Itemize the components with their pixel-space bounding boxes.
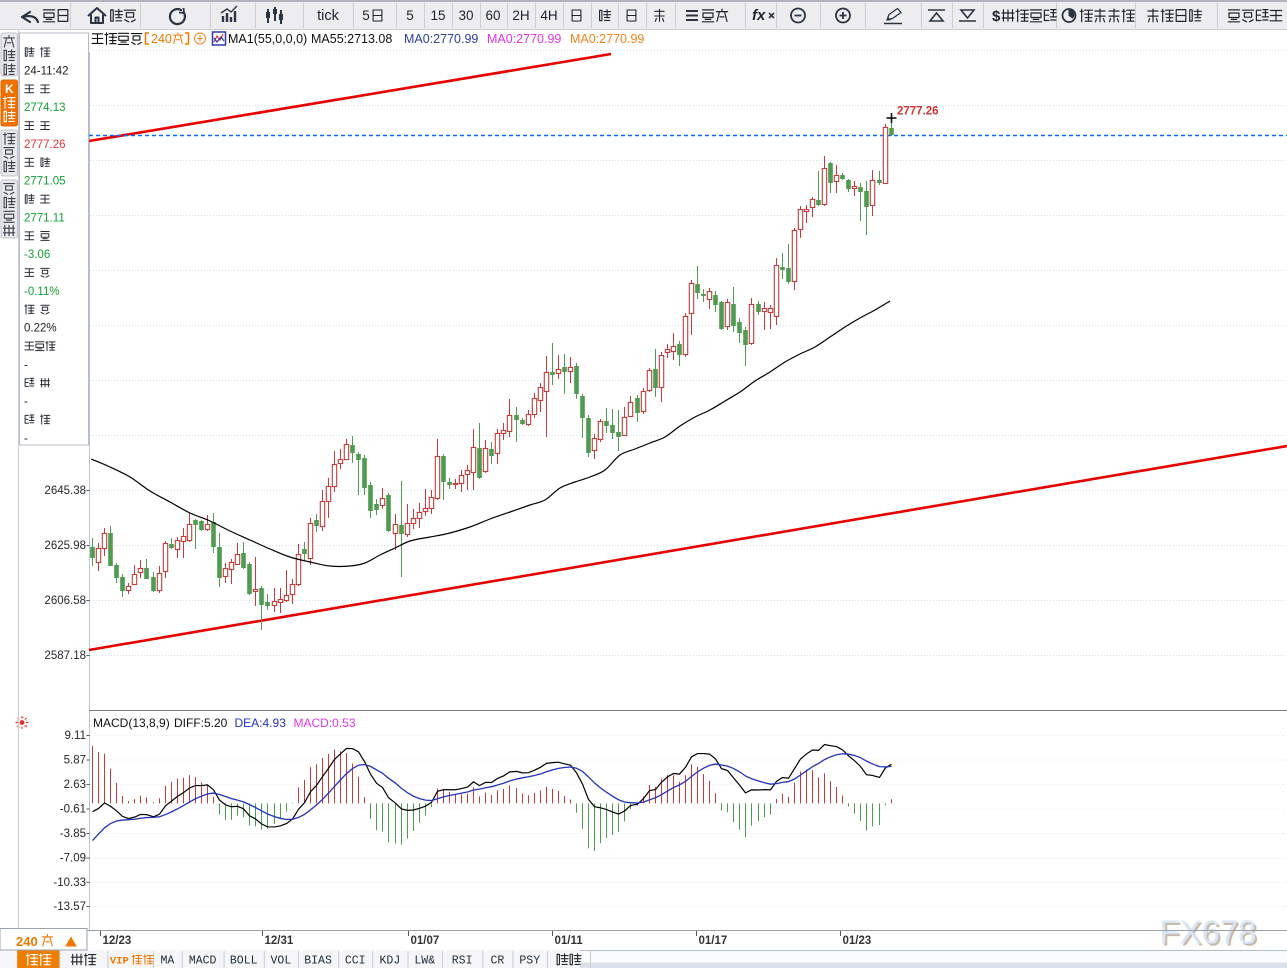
svg-text:CR: CR	[490, 955, 504, 968]
svg-text:MA: MA	[160, 955, 174, 968]
svg-text:FX678: FX678	[1162, 916, 1259, 953]
svg-text:-10.33: -10.33	[53, 877, 86, 889]
svg-text:MA1(55,0,0,0): MA1(55,0,0,0)	[228, 32, 307, 46]
svg-text:0.22%: 0.22%	[24, 323, 57, 335]
svg-text:01/11: 01/11	[555, 935, 584, 947]
svg-text:-3.85: -3.85	[60, 828, 86, 840]
svg-text:5: 5	[362, 8, 370, 23]
svg-text:2645.38: 2645.38	[44, 485, 86, 497]
svg-text:BOLL: BOLL	[230, 955, 258, 968]
svg-text:-: -	[24, 396, 28, 408]
svg-text:4H: 4H	[540, 8, 557, 23]
svg-text:MA0:2770.99: MA0:2770.99	[570, 32, 644, 46]
svg-text:MACD:0.53: MACD:0.53	[294, 716, 356, 730]
svg-text:LW&: LW&	[414, 955, 435, 968]
svg-text:2771.11: 2771.11	[24, 212, 65, 224]
svg-text:2587.18: 2587.18	[44, 650, 86, 662]
svg-text:MACD(13,8,9): MACD(13,8,9)	[93, 716, 170, 730]
svg-text:2771.05: 2771.05	[24, 176, 66, 188]
svg-text:12/31: 12/31	[265, 935, 294, 947]
svg-text:01/23: 01/23	[843, 935, 872, 947]
svg-text:30: 30	[458, 8, 473, 23]
svg-text:2.63: 2.63	[64, 779, 86, 791]
svg-text:CCI: CCI	[345, 955, 366, 968]
svg-text:MA55:2713.08: MA55:2713.08	[311, 32, 392, 46]
svg-text:tick: tick	[317, 8, 340, 24]
svg-text:$: $	[992, 8, 1001, 25]
svg-text:-0.11%: -0.11%	[24, 286, 60, 298]
svg-text:K: K	[5, 82, 14, 96]
svg-text:-13.57: -13.57	[53, 901, 86, 913]
svg-text:MA0:2770.99: MA0:2770.99	[487, 32, 561, 46]
svg-text:2H: 2H	[512, 8, 529, 23]
svg-text:DIFF:5.20: DIFF:5.20	[174, 716, 228, 730]
svg-text:-0.61: -0.61	[60, 804, 86, 816]
svg-text:-: -	[24, 433, 28, 445]
svg-text:15: 15	[430, 8, 445, 23]
svg-text:60: 60	[485, 8, 500, 23]
svg-text:fx: fx	[752, 7, 766, 24]
svg-text:5: 5	[406, 8, 414, 23]
svg-text:01/17: 01/17	[699, 935, 728, 947]
svg-text:01/07: 01/07	[411, 935, 440, 947]
svg-text:240: 240	[151, 32, 172, 46]
svg-text:MACD: MACD	[189, 955, 217, 968]
svg-text:9.11: 9.11	[64, 730, 86, 742]
svg-text:-3.06: -3.06	[24, 249, 50, 261]
svg-text:BIAS: BIAS	[304, 955, 332, 968]
svg-text:-: -	[24, 359, 28, 371]
svg-text:2606.58: 2606.58	[44, 595, 86, 607]
svg-text:DEA:4.93: DEA:4.93	[235, 716, 287, 730]
svg-text:FX678: FX678	[1160, 914, 1257, 951]
svg-text:VIP: VIP	[110, 956, 129, 968]
svg-text:VOL: VOL	[271, 955, 292, 968]
svg-text:2777.26: 2777.26	[24, 139, 66, 151]
svg-text:KDJ: KDJ	[380, 955, 401, 968]
svg-text:2774.13: 2774.13	[24, 102, 66, 114]
svg-text:PSY: PSY	[519, 955, 540, 968]
svg-text:2625.98: 2625.98	[44, 540, 86, 552]
svg-text:5.87: 5.87	[64, 755, 86, 767]
svg-text:12/23: 12/23	[103, 935, 132, 947]
svg-text:-7.09: -7.09	[60, 853, 86, 865]
svg-text:RSI: RSI	[452, 955, 473, 968]
svg-text:2777.26: 2777.26	[897, 106, 939, 118]
svg-text:240: 240	[16, 934, 38, 949]
svg-text:24-11:42: 24-11:42	[24, 65, 69, 77]
svg-text:MA0:2770.99: MA0:2770.99	[404, 32, 478, 46]
